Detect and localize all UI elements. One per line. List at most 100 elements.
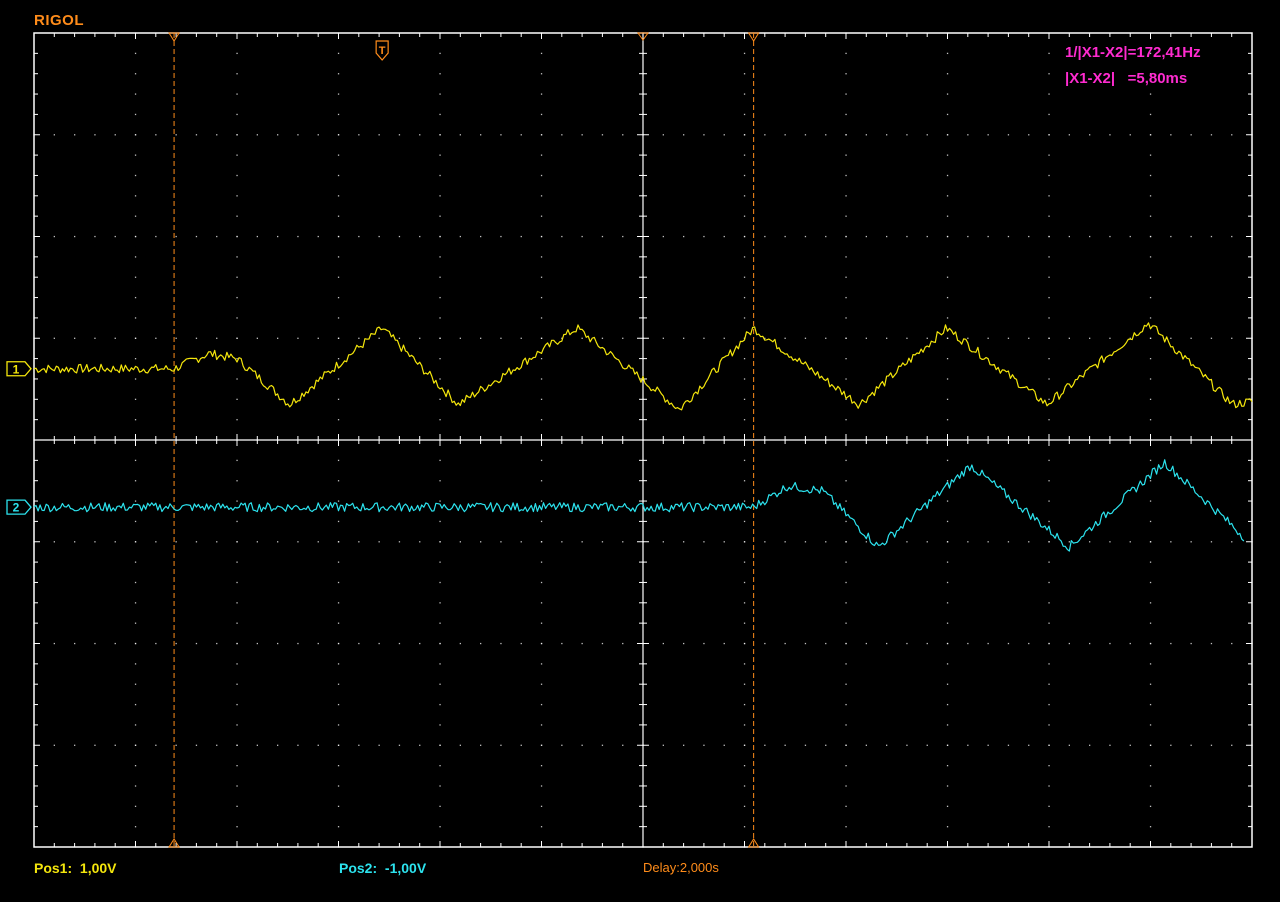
graticule-dot xyxy=(134,378,137,380)
graticule-dot xyxy=(520,642,522,645)
graticule-dot xyxy=(845,235,847,238)
graticule-dot xyxy=(946,398,949,400)
graticule-dot xyxy=(743,113,746,116)
graticule-dot xyxy=(1149,581,1152,584)
graticule-dot xyxy=(946,52,949,55)
graticule-dot xyxy=(500,541,502,543)
graticule-dot xyxy=(540,256,543,258)
graticule-dot xyxy=(845,642,847,645)
graticule-dot xyxy=(500,642,502,645)
graticule-dot xyxy=(540,174,543,177)
graticule-dot xyxy=(967,642,969,645)
graticule-dot xyxy=(520,134,522,136)
graticule-dot xyxy=(540,337,543,339)
graticule-dot xyxy=(845,826,847,828)
graticule-dot xyxy=(804,337,807,339)
graticule-dot xyxy=(439,805,441,807)
graticule-dot xyxy=(337,480,340,482)
graticule-dot xyxy=(236,642,238,645)
graticule-dot xyxy=(1210,235,1213,238)
graticule-dot xyxy=(439,358,441,360)
graticule-dot xyxy=(398,235,401,238)
graticule-dot xyxy=(1149,826,1152,828)
graticule-dot xyxy=(601,541,604,543)
graticule-dot xyxy=(1048,480,1050,482)
graticule-dot xyxy=(236,683,238,685)
graticule-dot xyxy=(743,744,746,746)
graticule-dot xyxy=(216,541,218,543)
graticule-dot xyxy=(439,419,441,421)
graticule-dot xyxy=(784,642,786,645)
graticule-dot xyxy=(236,398,238,400)
graticule-dot xyxy=(601,642,604,645)
graticule-dot xyxy=(743,724,746,726)
graticule-dot xyxy=(358,134,360,136)
graticule-dot xyxy=(337,541,340,543)
graticule-dot xyxy=(1149,73,1152,75)
graticule-dot xyxy=(845,480,847,482)
graticule-dot xyxy=(743,561,746,563)
graticule-dot xyxy=(337,215,340,217)
graticule-dot xyxy=(1190,337,1192,339)
graticule-dot xyxy=(1149,93,1152,95)
graticule-dot xyxy=(845,195,847,197)
ch1-marker-label: 1 xyxy=(13,362,20,376)
graticule-dot xyxy=(94,744,96,746)
graticule-dot xyxy=(926,134,928,136)
graticule-dot xyxy=(845,744,847,746)
graticule-dot xyxy=(134,154,137,156)
graticule-dot xyxy=(439,256,441,258)
graticule-dot xyxy=(337,561,340,563)
graticule-dot xyxy=(886,235,888,238)
graticule-dot xyxy=(743,52,746,55)
graticule-dot xyxy=(946,846,949,848)
graticule-dot xyxy=(622,744,624,746)
graticule-dot xyxy=(743,215,746,217)
graticule-dot xyxy=(1048,419,1050,421)
graticule-dot xyxy=(743,276,746,278)
graticule-dot xyxy=(845,215,847,217)
trace-channel-2 xyxy=(33,459,1245,552)
graticule-dot xyxy=(967,744,969,746)
graticule-dot xyxy=(540,113,543,116)
graticule-dot xyxy=(1149,113,1152,116)
graticule-dot xyxy=(845,561,847,563)
graticule-dot xyxy=(703,541,705,543)
graticule-dot xyxy=(337,93,340,95)
graticule-dot xyxy=(1170,337,1172,339)
graticule-dot xyxy=(540,195,543,197)
graticule-dot xyxy=(1007,235,1010,238)
graticule-dot xyxy=(1149,602,1152,604)
graticule-dot xyxy=(1028,337,1030,339)
graticule-dot xyxy=(439,683,441,685)
graticule-dot xyxy=(53,235,55,238)
graticule-dot xyxy=(1028,134,1030,136)
graticule-dot xyxy=(946,480,949,482)
graticule-dot xyxy=(723,541,725,543)
trace-channel-1 xyxy=(33,322,1253,411)
graticule-dot xyxy=(236,581,238,584)
graticule-dot xyxy=(1048,541,1050,543)
graticule-dot xyxy=(926,235,928,238)
graticule-dot xyxy=(459,541,461,543)
graticule-dot xyxy=(134,52,137,55)
brand-logo: RIGOL xyxy=(34,12,84,29)
graticule-dot xyxy=(540,642,543,645)
graticule-dot xyxy=(337,52,340,55)
graticule-dot xyxy=(337,500,340,502)
graticule-dot xyxy=(337,256,340,258)
graticule-dot xyxy=(1048,459,1050,462)
graticule-dot xyxy=(195,235,198,238)
graticule-dot xyxy=(1007,337,1010,339)
graticule-dot xyxy=(1028,235,1030,238)
graticule-dot xyxy=(480,642,482,645)
graticule-dot xyxy=(195,642,198,645)
graticule-dot xyxy=(1028,541,1030,543)
graticule-dot xyxy=(439,235,441,238)
graticule-dot xyxy=(1068,541,1070,543)
graticule-dot xyxy=(439,195,441,197)
graticule-dot xyxy=(1048,73,1050,75)
graticule-dot xyxy=(967,337,969,339)
graticule-dot xyxy=(1149,805,1152,807)
graticule-dot xyxy=(743,195,746,197)
